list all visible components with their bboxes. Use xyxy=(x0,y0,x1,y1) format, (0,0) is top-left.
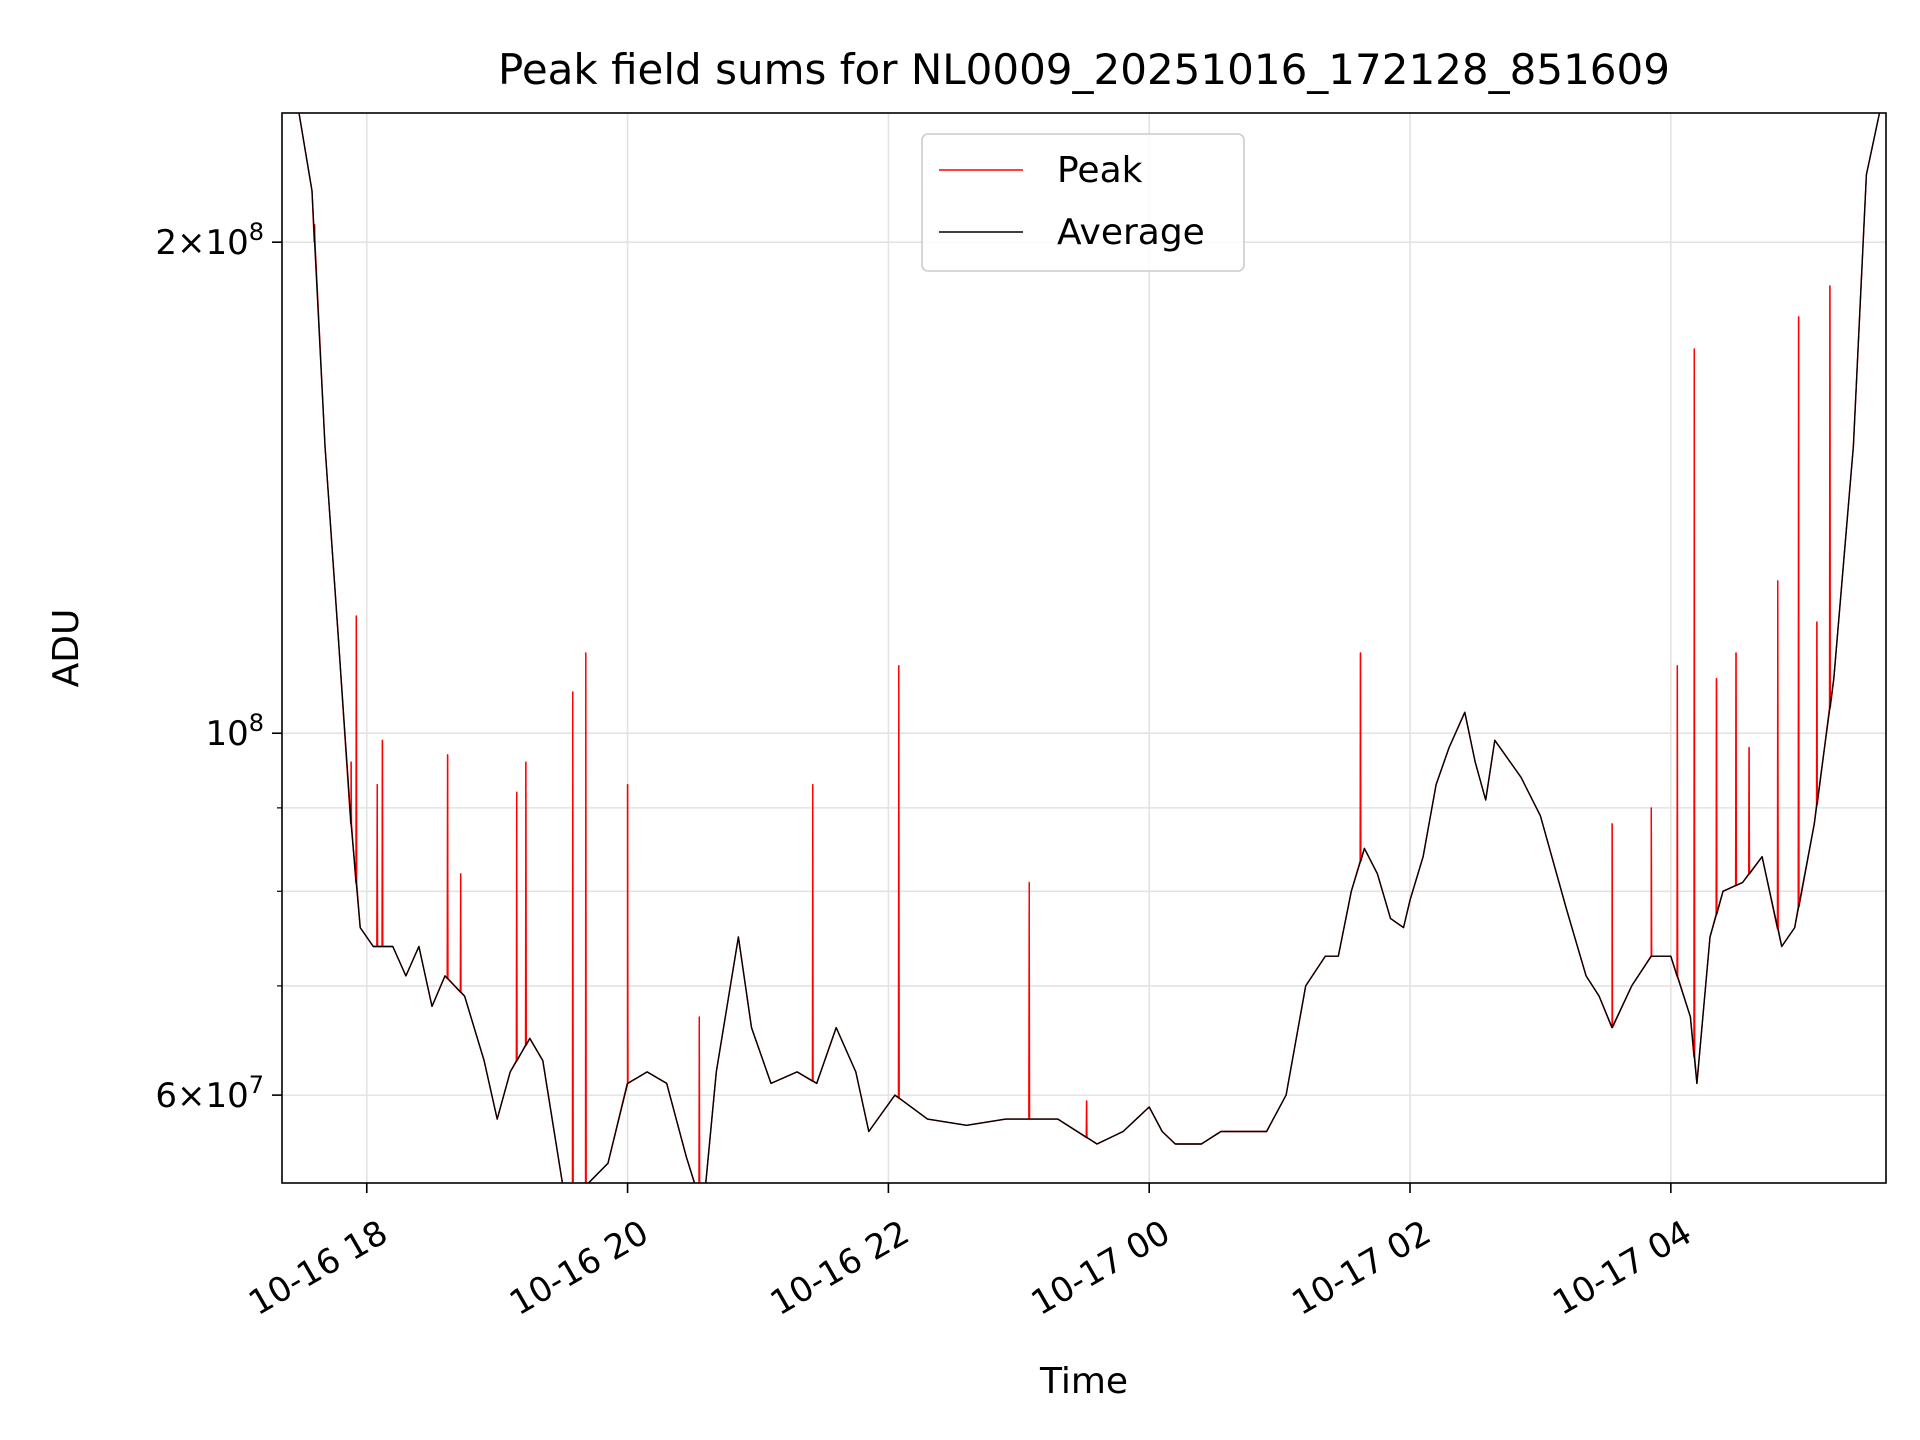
legend-box xyxy=(921,133,1245,272)
y-axis-label: ADU xyxy=(46,609,87,688)
chart-title: Peak field sums for NL0009_20251016_1721… xyxy=(498,45,1670,94)
y-axis: 2×108 108 6×107 xyxy=(155,218,282,1116)
average-line xyxy=(298,113,1881,1183)
plot-frame xyxy=(281,112,1887,1184)
x-axis-label: Time xyxy=(1039,1361,1128,1402)
average-series xyxy=(298,113,1881,1183)
y-tick-label: 2×108 xyxy=(155,218,264,263)
y-tick-label: 6×107 xyxy=(155,1071,264,1116)
legend: Peak Average xyxy=(921,133,1245,272)
legend-average-label: Average xyxy=(1057,212,1205,253)
grid xyxy=(282,113,1886,1183)
y-tick-label: 108 xyxy=(205,709,264,754)
legend-peak-label: Peak xyxy=(1057,150,1143,191)
